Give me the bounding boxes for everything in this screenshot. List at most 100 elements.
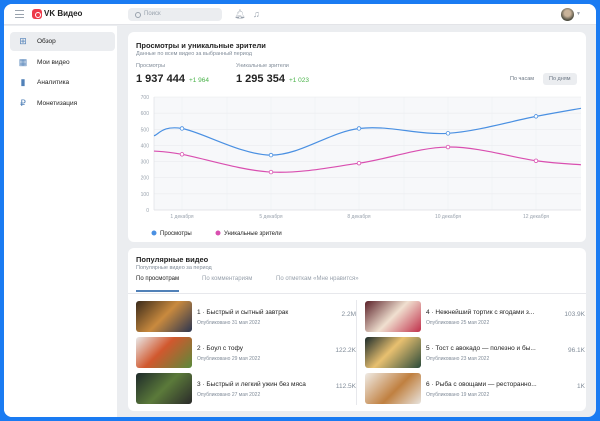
y-tick-label: 500 <box>141 127 150 133</box>
video-date: Опубликовано 27 мая 2022 <box>197 392 261 398</box>
stats-card: Просмотры и уникальные зрители Данные по… <box>128 32 586 242</box>
x-tick-label: 8 декабря <box>347 214 371 220</box>
video-list-item[interactable]: 6 · Рыба с овощами — ресторанно... Опубл… <box>365 373 585 405</box>
x-tick-label: 5 декабря <box>259 214 283 220</box>
video-date: Опубликовано 23 мая 2022 <box>426 356 490 362</box>
line-chart: 0 100 200 300 400 500 600 700 1 декабря 5 декабря… <box>141 95 582 237</box>
video-list-item[interactable]: 5 · Тост с авокадо — полезно и бы... Опу… <box>365 337 585 369</box>
video-date: Опубликовано 25 мая 2022 <box>426 320 490 326</box>
unique-label: Уникальные зрители <box>236 63 289 69</box>
data-point <box>356 160 362 166</box>
video-list-item[interactable]: 4 · Нежнейший тортик с ягодами з... Опуб… <box>365 301 585 333</box>
video-thumbnail[interactable] <box>365 337 421 368</box>
video-view-count: 1K <box>577 383 585 390</box>
plot-background <box>154 97 581 210</box>
popular-tabs: По просмотрам По комментариям По отметка… <box>128 270 586 294</box>
music-icon[interactable]: ♫ <box>253 9 260 19</box>
tab-by-views[interactable]: По просмотрам <box>136 276 180 292</box>
video-thumbnail[interactable] <box>365 373 421 404</box>
x-tick-label: 10 декабря <box>435 214 461 220</box>
data-point <box>445 144 451 150</box>
divider <box>356 300 357 405</box>
data-point <box>445 131 451 136</box>
app-window: VK Видео Поиск 🔔︎ ♫ ▼ ⊞ Обзор ▦ Мои видео … <box>4 4 596 417</box>
by-days-button[interactable]: По дням <box>543 73 577 85</box>
tab-by-comments[interactable]: По комментариям <box>202 276 253 282</box>
views-value: 1 937 444 +1 964 <box>136 73 209 85</box>
top-bar: VK Видео Поиск 🔔︎ ♫ ▼ <box>4 4 596 25</box>
y-tick-label: 400 <box>141 143 150 149</box>
data-point <box>179 126 185 131</box>
data-point <box>356 126 362 131</box>
grid-icon: ⊞ <box>19 36 27 46</box>
popular-subtitle: Популярные видео за период <box>136 265 212 271</box>
y-tick-label: 300 <box>141 160 150 166</box>
video-title[interactable]: 3 · Быстрый и легкий ужин без мяса <box>197 381 306 388</box>
views-number: 1 937 444 <box>136 73 185 85</box>
legend-label: Уникальные зрители <box>224 231 282 237</box>
brand-name[interactable]: VK Видео <box>44 9 83 18</box>
video-thumbnail[interactable] <box>136 301 192 332</box>
video-thumbnail[interactable] <box>136 337 192 368</box>
popular-card: Популярные видео Популярные видео за пер… <box>128 248 586 411</box>
data-point <box>179 152 185 157</box>
legend-label: Просмотры <box>160 231 192 237</box>
menu-icon[interactable] <box>15 10 24 18</box>
sidebar-item-my-videos[interactable]: ▦ Мои видео <box>10 53 115 72</box>
video-thumbnail[interactable] <box>136 373 192 404</box>
data-point <box>268 169 274 175</box>
x-tick-label: 1 декабря <box>170 214 194 220</box>
ruble-icon: ₽ <box>20 98 26 108</box>
views-delta: +1 964 <box>188 77 209 84</box>
search-input[interactable]: Поиск <box>128 8 222 21</box>
sidebar-item-overview[interactable]: ⊞ Обзор <box>10 32 115 51</box>
sidebar-item-analytics[interactable]: ▮ Аналитика <box>10 73 115 92</box>
film-icon: ▦ <box>18 57 28 67</box>
sidebar-item-label: Обзор <box>37 38 56 45</box>
y-tick-label: 200 <box>141 176 150 182</box>
sidebar: ⊞ Обзор ▦ Мои видео ▮ Аналитика ₽ Монетизаци… <box>4 26 117 417</box>
video-date: Опубликовано 31 мая 2022 <box>197 320 261 326</box>
legend-marker <box>151 230 157 236</box>
video-view-count: 122.2K <box>335 347 356 354</box>
video-title[interactable]: 1 · Быстрый и сытный завтрак <box>197 309 289 316</box>
data-point <box>268 152 274 158</box>
video-date: Опубликовано 19 мая 2022 <box>426 392 490 398</box>
video-thumbnail[interactable] <box>365 301 421 332</box>
avatar[interactable] <box>561 8 574 21</box>
video-title[interactable]: 5 · Тост с авокадо — полезно и бы... <box>426 345 536 352</box>
y-tick-label: 0 <box>146 208 149 214</box>
tab-by-likes[interactable]: По отметкам «Мне нравится» <box>276 276 359 282</box>
by-hours-button[interactable]: По часам <box>510 76 535 82</box>
popular-title: Популярные видео <box>136 255 209 264</box>
sidebar-item-monetization[interactable]: ₽ Монетизация <box>10 94 115 113</box>
sidebar-item-label: Аналитика <box>37 79 70 86</box>
video-view-count: 2.2M <box>341 311 356 318</box>
stats-title: Просмотры и уникальные зрители <box>136 41 266 50</box>
chevron-down-icon[interactable]: ▼ <box>576 11 581 17</box>
sidebar-item-label: Мои видео <box>37 59 70 66</box>
bar-chart-icon: ▮ <box>20 77 26 87</box>
video-view-count: 103.9K <box>564 311 585 318</box>
y-tick-label: 600 <box>141 111 150 117</box>
video-list-item[interactable]: 1 · Быстрый и сытный завтрак Опубликован… <box>136 301 356 333</box>
y-tick-label: 100 <box>141 192 150 198</box>
video-title[interactable]: 2 · Боул с тофу <box>197 345 244 352</box>
video-title[interactable]: 4 · Нежнейший тортик с ягодами з... <box>426 309 535 316</box>
unique-value: 1 295 354 +1 023 <box>236 73 309 85</box>
vk-video-logo-icon[interactable] <box>32 9 42 19</box>
video-list-item[interactable]: 2 · Боул с тофу Опубликовано 29 мая 2022… <box>136 337 356 369</box>
y-tick-label: 700 <box>141 95 150 101</box>
sidebar-item-label: Монетизация <box>37 100 78 107</box>
unique-number: 1 295 354 <box>236 73 285 85</box>
bell-icon[interactable]: 🔔︎ <box>234 9 246 19</box>
x-tick-label: 12 декабря <box>523 214 549 220</box>
views-label: Просмотры <box>136 63 166 69</box>
video-view-count: 112.5K <box>335 383 356 390</box>
video-title[interactable]: 6 · Рыба с овощами — ресторанно... <box>426 381 537 388</box>
stats-subtitle: Данные по всем видео за выбранный период <box>136 51 252 57</box>
video-list-item[interactable]: 3 · Быстрый и легкий ужин без мяса Опубл… <box>136 373 356 405</box>
video-date: Опубликовано 29 мая 2022 <box>197 356 261 362</box>
data-point <box>533 114 539 119</box>
video-view-count: 96.1K <box>568 347 585 354</box>
